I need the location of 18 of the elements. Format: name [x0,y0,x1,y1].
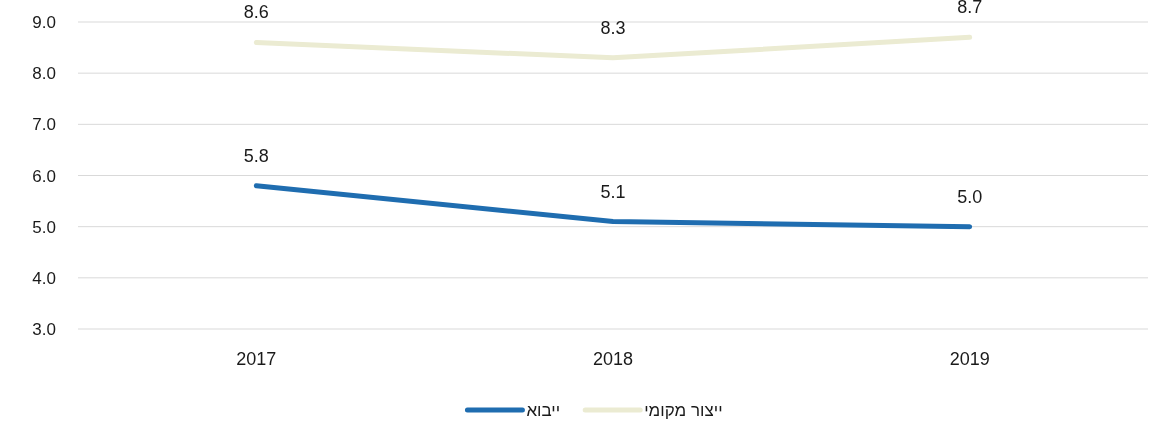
data-label: 5.0 [957,186,983,207]
data-label: 8.7 [957,0,983,18]
x-tick-label: 2019 [949,349,990,369]
x-tick-label: 2017 [236,349,277,369]
data-label: 8.6 [243,2,269,23]
y-tick-label: 4.0 [32,268,56,288]
y-tick-label: 6.0 [32,166,56,186]
data-label: 5.1 [600,181,626,202]
y-tick-label: 7.0 [32,115,56,135]
y-tick-label: 9.0 [32,13,56,32]
data-label: 5.8 [243,145,269,166]
data-label: 8.3 [600,17,626,38]
y-tick-label: 5.0 [32,217,56,237]
legend-label: ייצור מקומי [644,401,723,420]
y-tick-label: 3.0 [32,320,56,339]
y-tick-label: 8.0 [32,64,56,84]
legend-label: ייבוא [526,401,561,420]
x-tick-label: 2018 [592,349,634,369]
